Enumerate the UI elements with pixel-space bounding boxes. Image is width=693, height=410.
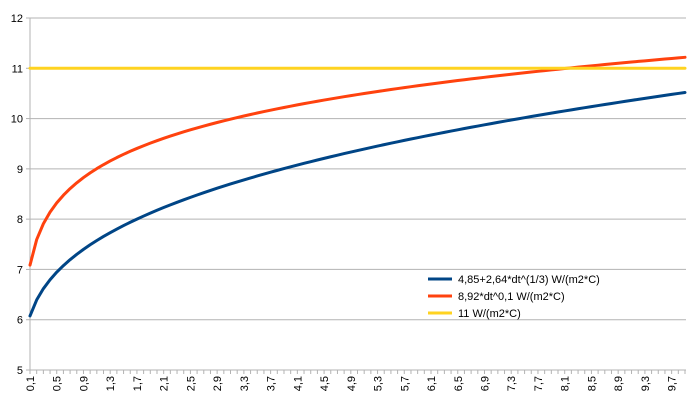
y-tick-label: 12 [11, 13, 23, 25]
y-tick-label: 5 [17, 365, 23, 377]
y-tick-label: 11 [12, 63, 23, 75]
x-tick-label: 1,3 [105, 376, 117, 391]
y-tick-label: 7 [17, 264, 23, 276]
x-tick-label: 2,1 [159, 376, 171, 391]
x-tick-label: 8,1 [560, 376, 572, 391]
x-tick-label: 7,3 [506, 376, 518, 391]
x-tick-label: 9,7 [667, 376, 679, 391]
x-tick-label: 6,1 [426, 376, 438, 391]
x-tick-label: 3,3 [239, 376, 251, 391]
x-tick-label: 6,9 [479, 376, 491, 391]
x-tick-label: 3,7 [266, 376, 278, 391]
y-tick-label: 9 [17, 164, 23, 176]
x-tick-label: 2,5 [185, 376, 197, 391]
x-tick-label: 1,7 [132, 376, 144, 391]
x-tick-label: 8,9 [613, 376, 625, 391]
x-tick-label: 4,9 [346, 376, 358, 391]
x-tick-label: 8,5 [586, 376, 598, 391]
legend-label-3: 11 W/(m2*C) [458, 308, 521, 320]
x-tick-label: 5,3 [373, 376, 385, 391]
y-tick-label: 10 [11, 114, 23, 126]
legend: 4,85+2,64*dt^(1/3) W/(m2*C) 8,92*dt^0,1 W… [428, 274, 600, 320]
x-tick-label: 0,5 [52, 376, 64, 391]
legend-label-2: 8,92*dt^0,1 W/(m2*C) [458, 291, 565, 303]
x-tick-label: 9,3 [640, 376, 652, 391]
x-axis-ticks: 0,1 0,5 0,9 1,3 1,7 2,1 2,5 2,9 3,3 3,7 4,1 4,5 4,9 5… [25, 370, 686, 391]
legend-label-1: 4,85+2,64*dt^(1/3) W/(m2*C) [458, 274, 600, 286]
x-tick-label: 5,7 [399, 376, 411, 391]
x-tick-label: 6,5 [453, 376, 465, 391]
x-tick-label: 0,9 [78, 376, 90, 391]
x-tick-label: 7,7 [533, 376, 545, 391]
series-lines [28, 55, 687, 318]
x-tick-label: 4,1 [292, 376, 304, 391]
y-tick-label: 8 [17, 214, 23, 226]
x-tick-label: 4,5 [319, 376, 331, 391]
x-tick-label: 2,9 [212, 376, 224, 391]
y-tick-label: 6 [17, 315, 23, 327]
series-line-1 [28, 90, 687, 318]
x-tick-label: 0,1 [25, 376, 37, 391]
y-axis-ticks: 5 6 7 8 9 10 11 12 [11, 13, 30, 377]
